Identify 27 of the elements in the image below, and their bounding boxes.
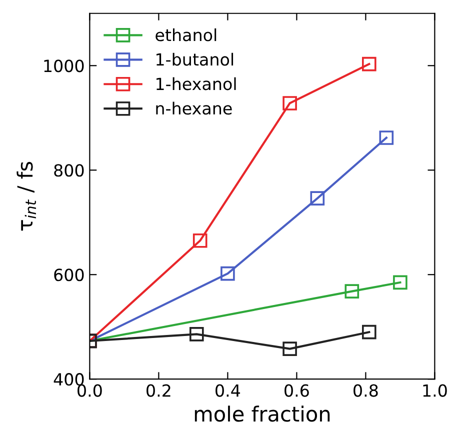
point [362, 56, 376, 72]
point [282, 96, 297, 110]
point [192, 233, 208, 248]
point [393, 275, 408, 290]
x-tick-label: 0.0 [78, 384, 102, 397]
y-tick-label: 400 [54, 373, 84, 386]
point [344, 284, 360, 298]
x-tick-label: 0.6 [284, 384, 309, 397]
x-axis-title: mole fraction [194, 406, 330, 422]
y-tick-label: 600 [54, 268, 84, 282]
legend-label: 1-butanol [156, 52, 234, 66]
x-tick-label: 0.2 [146, 384, 170, 397]
point [282, 342, 297, 356]
legend-label: ethanol [156, 28, 216, 42]
x-tick-label: 0.8 [354, 384, 378, 397]
y-axis-title: τ$_{int}$ / fs [16, 162, 36, 231]
point [189, 327, 204, 342]
legend-label: n-hexane [156, 102, 232, 115]
point [362, 324, 376, 340]
point [220, 266, 235, 281]
y-tick-label: 1000 [44, 60, 84, 72]
x-tick-label: 1.0 [423, 384, 447, 397]
y-tick-label: 800 [54, 164, 84, 177]
x-tick-label: 0.4 [216, 384, 240, 397]
point [310, 191, 325, 206]
legend-label: 1-hexanol [156, 77, 236, 90]
point [379, 130, 394, 145]
